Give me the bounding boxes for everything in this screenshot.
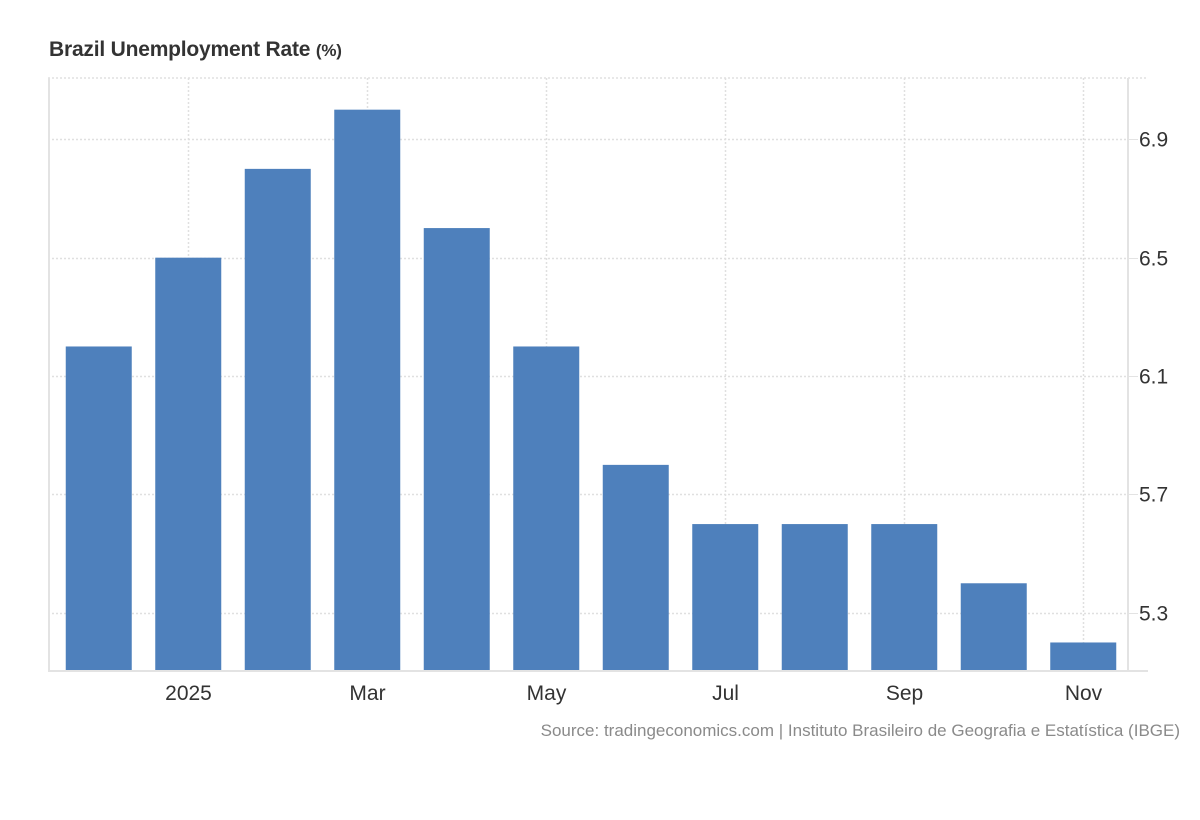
x-axis-label: Sep (886, 682, 923, 705)
bar-series (65, 109, 1117, 670)
x-axis-label: Nov (1065, 682, 1103, 705)
bar[interactable] (244, 168, 311, 670)
bar[interactable] (513, 346, 580, 670)
bar[interactable] (871, 524, 938, 670)
y-axis-label: 6.9 (1139, 129, 1168, 152)
chart-title-unit: (%) (315, 41, 342, 60)
axes (48, 78, 1148, 672)
chart-title: Brazil Unemployment Rate (%) (49, 38, 342, 62)
y-axis-label: 6.5 (1139, 248, 1168, 271)
y-axis-label: 5.3 (1139, 603, 1168, 626)
bar[interactable] (1050, 642, 1117, 670)
x-axis-label: 2025 (165, 682, 212, 705)
bar[interactable] (155, 257, 222, 670)
bar[interactable] (334, 109, 401, 670)
bar[interactable] (65, 346, 132, 670)
chart-title-text: Brazil Unemployment Rate (49, 38, 311, 61)
bar[interactable] (960, 583, 1027, 670)
x-axis-label: Mar (349, 682, 385, 705)
bar[interactable] (692, 524, 759, 670)
y-axis-label: 5.7 (1139, 484, 1168, 507)
x-axis-labels: 2025 Mar May Jul Sep Nov (165, 682, 1103, 705)
source-note: Source: tradingeconomics.com | Instituto… (540, 721, 1180, 740)
x-axis-label: Jul (712, 682, 739, 705)
x-axis-label: May (527, 682, 567, 705)
bar[interactable] (423, 228, 490, 670)
y-axis-labels: 5.3 5.7 6.1 6.5 6.9 (1139, 129, 1168, 626)
bar[interactable] (602, 464, 669, 670)
y-axis-label: 6.1 (1139, 366, 1168, 389)
bar[interactable] (781, 524, 848, 670)
